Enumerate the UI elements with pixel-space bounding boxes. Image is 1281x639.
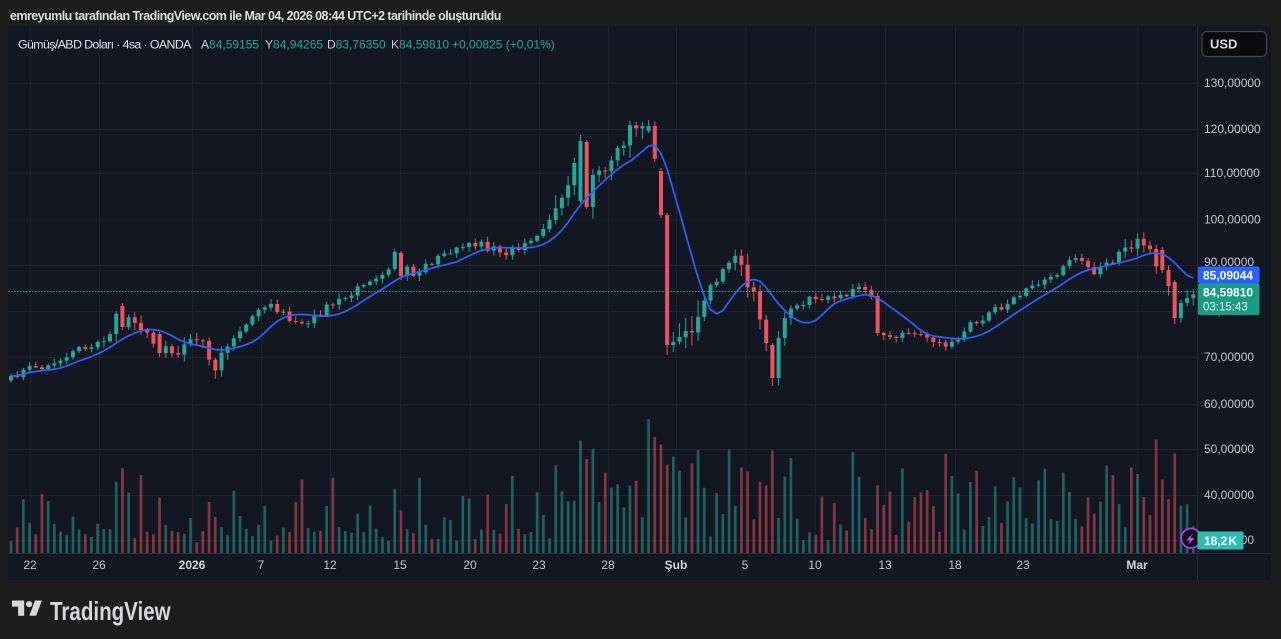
svg-text:12: 12 [323, 558, 337, 572]
svg-text:D83,76350: D83,76350 [327, 38, 386, 52]
svg-text:100,00000: 100,00000 [1204, 213, 1261, 227]
svg-text:18,2 K: 18,2 K [1204, 534, 1237, 548]
svg-text:Y84,94265: Y84,94265 [265, 38, 323, 52]
svg-text:70,00000: 70,00000 [1204, 350, 1254, 364]
svg-text:K84,59810: K84,59810 [391, 38, 449, 52]
svg-text:18: 18 [948, 558, 962, 572]
svg-text:120,00000: 120,00000 [1204, 122, 1261, 136]
svg-text:03:15:43: 03:15:43 [1203, 302, 1248, 314]
svg-text:130,00000: 130,00000 [1204, 76, 1261, 90]
svg-text:20: 20 [463, 558, 477, 572]
svg-text:5: 5 [742, 558, 749, 572]
svg-text:A84,59155: A84,59155 [201, 38, 259, 52]
svg-text:23: 23 [532, 558, 546, 572]
svg-text:Mar: Mar [1126, 558, 1148, 572]
svg-text:23: 23 [1016, 558, 1030, 572]
svg-text:85,09044: 85,09044 [1203, 269, 1253, 283]
svg-text:15: 15 [393, 558, 407, 572]
svg-text:USD: USD [1210, 37, 1237, 52]
svg-text:110,00000: 110,00000 [1204, 166, 1260, 180]
svg-text:Gümüş/ABD Doları · 4sa · OANDA: Gümüş/ABD Doları · 4sa · OANDA [18, 38, 192, 52]
svg-text:90,00000: 90,00000 [1204, 255, 1254, 269]
svg-text:50,00000: 50,00000 [1204, 442, 1254, 456]
svg-text:2026: 2026 [179, 558, 206, 572]
svg-text:40,00000: 40,00000 [1204, 488, 1254, 502]
svg-text:+0,00825 (+0,01%): +0,00825 (+0,01%) [452, 38, 555, 52]
svg-text:60,00000: 60,00000 [1204, 397, 1254, 411]
svg-text:28: 28 [601, 558, 615, 572]
svg-text:84,59810: 84,59810 [1203, 286, 1253, 300]
svg-text:Şub: Şub [665, 558, 688, 572]
svg-text:26: 26 [92, 558, 106, 572]
svg-text:7: 7 [258, 558, 265, 572]
svg-text:22: 22 [23, 558, 37, 572]
svg-text:13: 13 [878, 558, 892, 572]
svg-text:10: 10 [808, 558, 822, 572]
